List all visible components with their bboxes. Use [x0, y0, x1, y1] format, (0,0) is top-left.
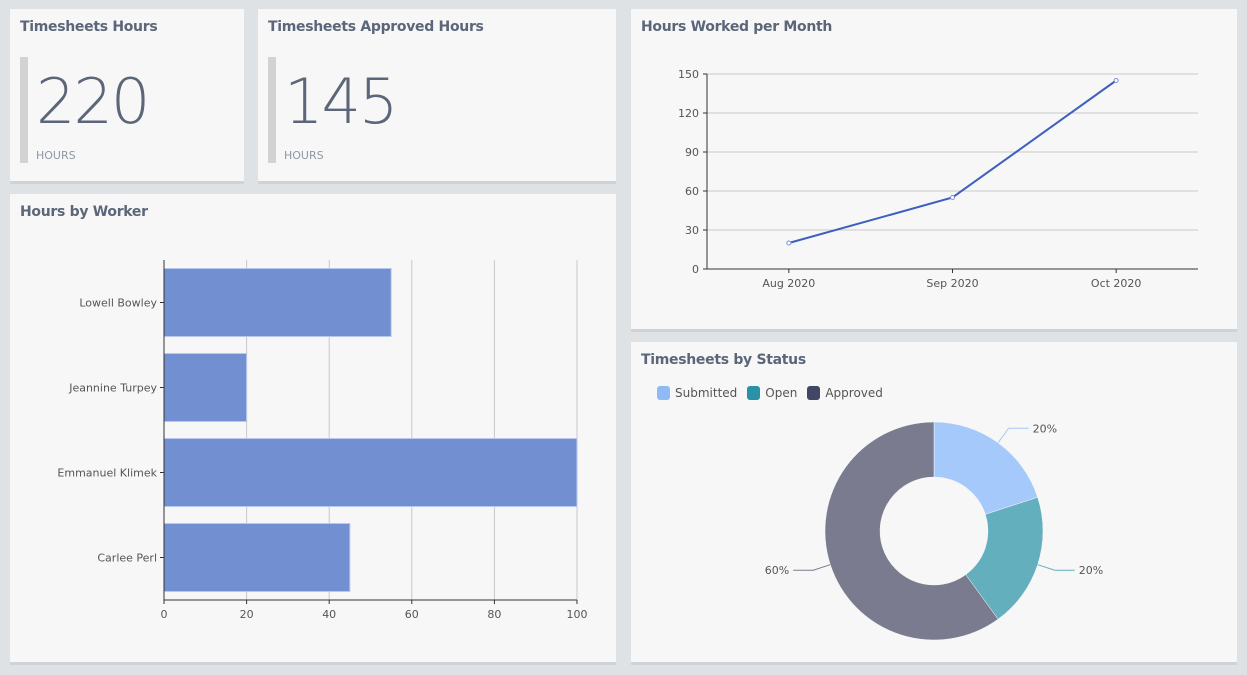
kpi-card-timesheets-hours: Timesheets Hours 220 HOURS: [10, 9, 244, 181]
slice-label: 60%: [765, 564, 789, 577]
timesheets-by-status-card: Timesheets by Status Submitted Open Appr…: [631, 342, 1237, 662]
y-tick-label: 90: [685, 146, 699, 159]
hours-per-month-card: Hours Worked per Month 0 30 60 90 120 150 Aug …: [631, 9, 1237, 329]
data-line: [788, 79, 1117, 244]
kpi-unit: HOURS: [36, 149, 76, 162]
timesheets-by-status-chart: 20% 20% 60%: [765, 421, 1103, 641]
hours-per-month-chart: 0 30 60 90 120 150 Aug 2020 Sep 2020 Oct 2020: [678, 68, 1198, 290]
pie-slice: [824, 421, 999, 641]
legend-item-open[interactable]: Open: [747, 386, 797, 400]
y-tick-label: Jeannine Turpey: [68, 382, 157, 395]
kpi-value: 145: [284, 65, 398, 138]
x-tick-label: 40: [322, 608, 336, 621]
pie-slice: [933, 421, 1038, 515]
label-leader-line: [1037, 564, 1075, 571]
kpi-unit: HOURS: [284, 149, 324, 162]
card-title: Timesheets Hours: [20, 19, 158, 35]
x-tick-label: Oct 2020: [1091, 277, 1142, 290]
legend-label: Submitted: [675, 386, 738, 400]
kpi-card-approved-hours: Timesheets Approved Hours 145 HOURS: [258, 9, 616, 181]
chart-legend: Submitted Open Approved: [657, 386, 883, 400]
x-tick-label: Aug 2020: [762, 277, 815, 290]
legend-swatch: [807, 386, 821, 400]
data-point: [786, 240, 792, 246]
y-tick-label: 150: [678, 68, 699, 81]
card-title: Timesheets Approved Hours: [268, 19, 484, 35]
legend-swatch: [747, 386, 761, 400]
legend-label: Open: [765, 386, 798, 400]
y-tick-label: 60: [685, 185, 699, 198]
slice-label: 20%: [1033, 422, 1057, 435]
x-tick-label: 0: [161, 608, 168, 621]
x-tick-label: 60: [405, 608, 419, 621]
legend-label: Approved: [825, 386, 883, 400]
bar: [163, 438, 578, 507]
y-tick-label: Lowell Bowley: [79, 297, 157, 310]
bar: [163, 523, 351, 592]
label-leader-line: [793, 564, 831, 571]
label-leader-line: [997, 427, 1029, 444]
x-tick-label: 20: [240, 608, 254, 621]
hours-by-worker-card: Hours by Worker 0 20 40 60 80 100 Lowell Bowle…: [10, 194, 616, 662]
y-tick-label: Emmanuel Klimek: [57, 467, 157, 480]
legend-item-submitted[interactable]: Submitted: [657, 386, 737, 400]
y-tick-label: Carlee Perl: [97, 552, 157, 565]
slice-label: 20%: [1079, 564, 1103, 577]
bar: [163, 353, 248, 422]
data-point: [1113, 78, 1119, 83]
kpi-accent-bar: [20, 57, 28, 163]
x-tick-label: 80: [487, 608, 501, 621]
y-tick-label: 120: [678, 107, 699, 120]
bar: [163, 268, 392, 337]
hours-by-worker-chart: 0 20 40 60 80 100 Lowell Bowley Jeannine Turpey…: [57, 260, 588, 621]
data-point: [950, 195, 955, 200]
y-tick-label: 30: [685, 224, 699, 237]
kpi-accent-bar: [268, 57, 276, 163]
card-title: Hours by Worker: [20, 204, 148, 220]
legend-item-approved[interactable]: Approved: [807, 386, 883, 400]
legend-swatch: [657, 386, 670, 400]
card-title: Hours Worked per Month: [641, 19, 833, 35]
kpi-value: 220: [36, 65, 150, 138]
x-tick-label: 100: [567, 608, 588, 621]
x-tick-label: Sep 2020: [926, 277, 978, 290]
card-title: Timesheets by Status: [641, 352, 806, 368]
y-tick-label: 0: [692, 263, 699, 276]
